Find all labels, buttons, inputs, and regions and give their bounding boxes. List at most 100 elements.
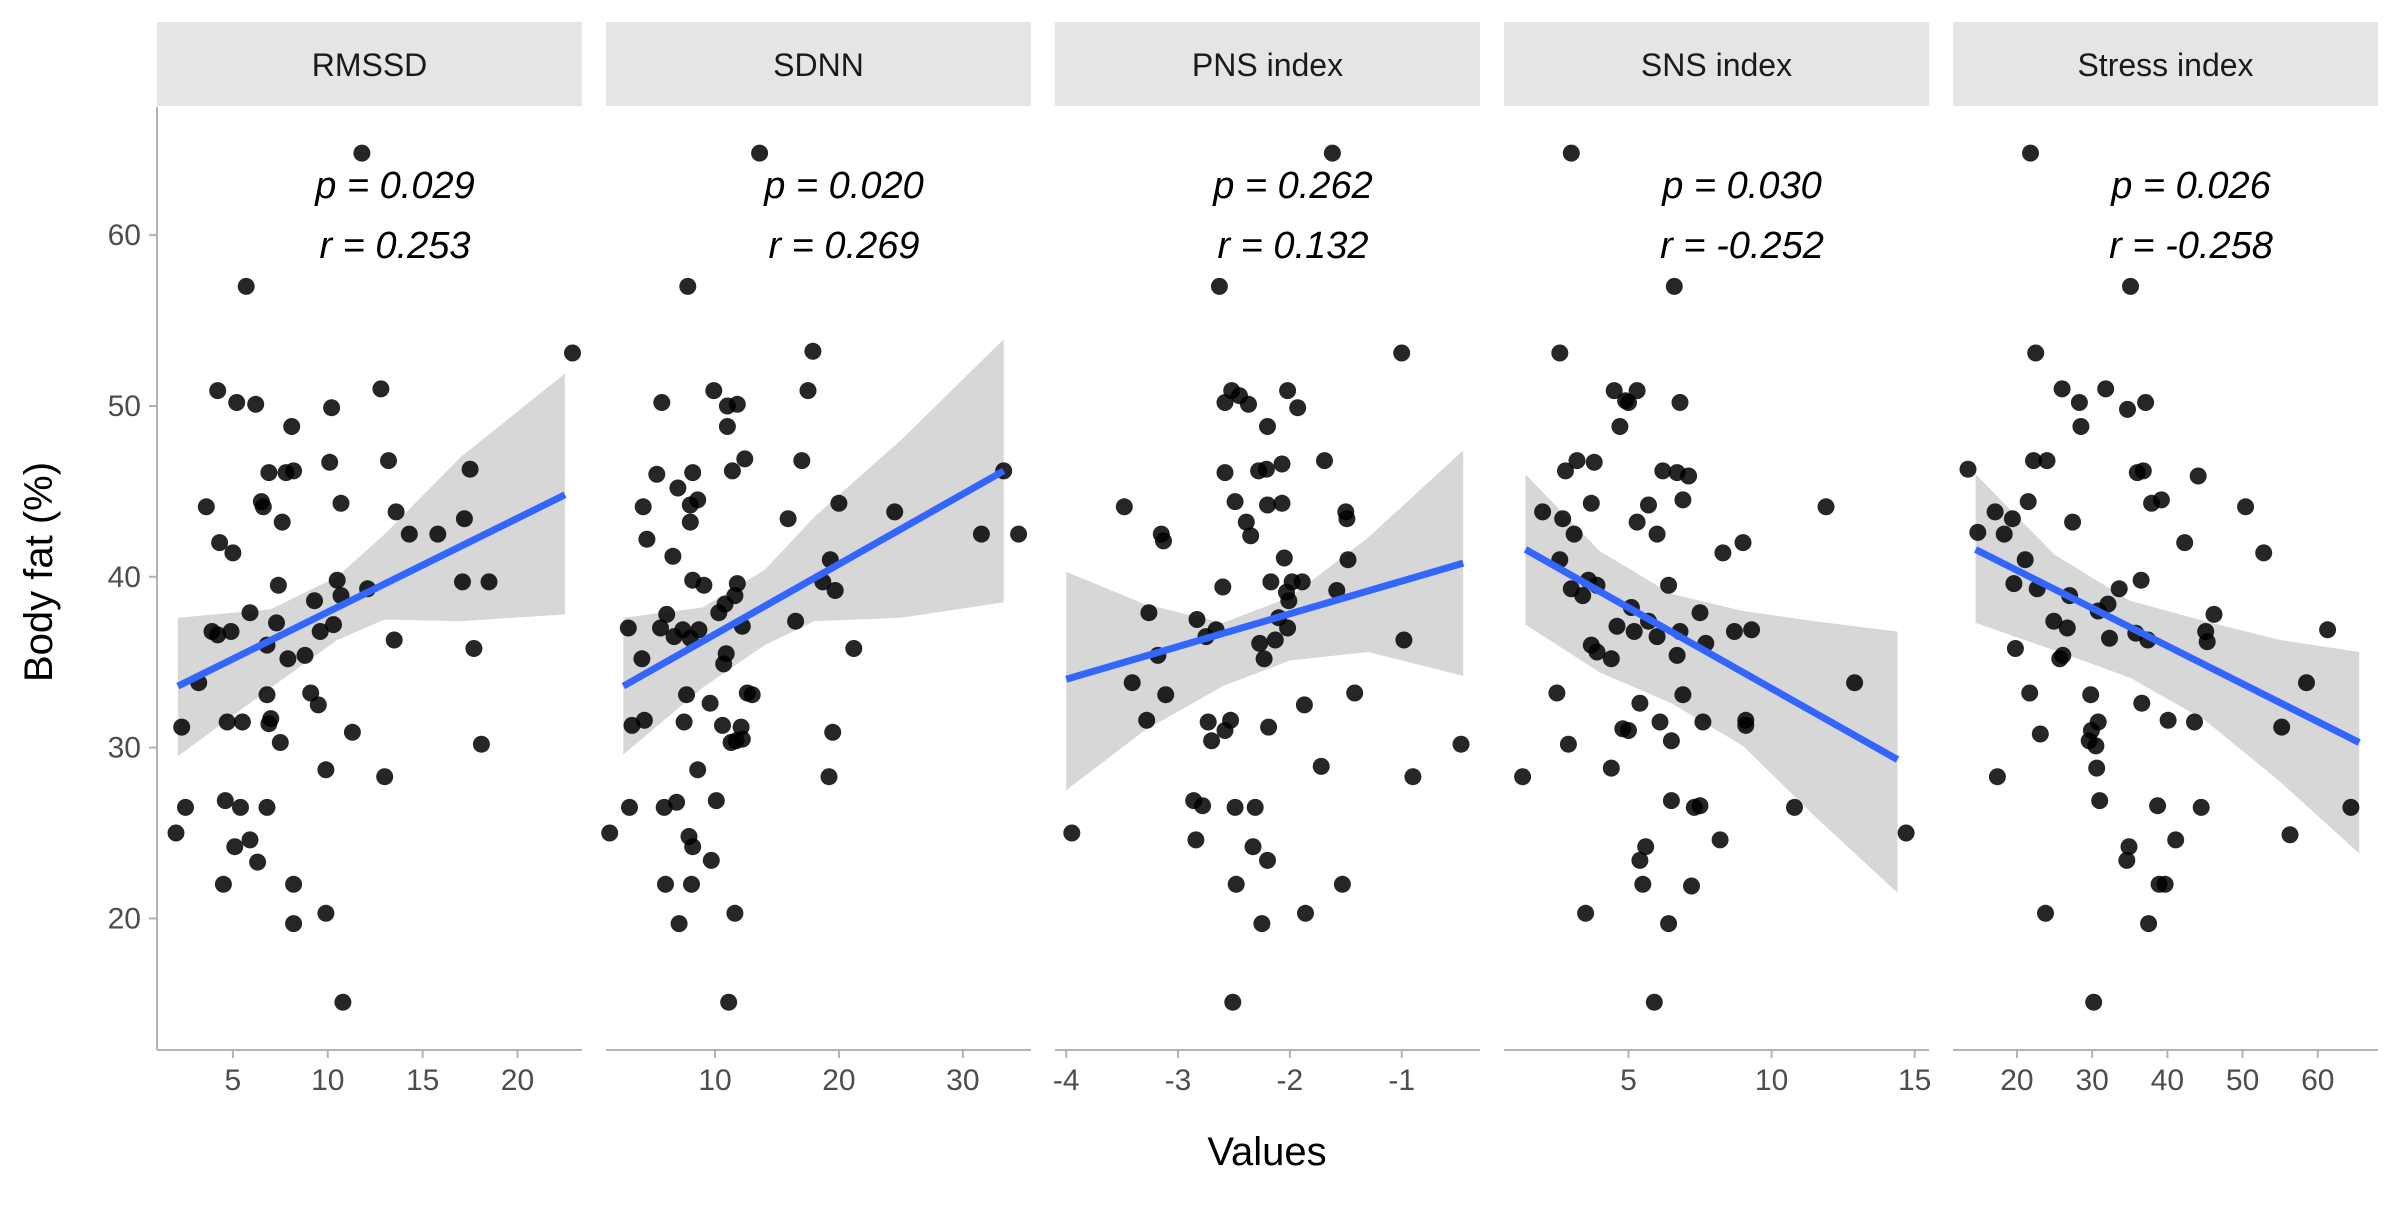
data-point: [285, 462, 303, 480]
data-point: [197, 498, 215, 516]
data-point: [787, 612, 805, 630]
data-point: [675, 713, 693, 731]
data-point: [1995, 525, 2013, 543]
data-point: [2072, 418, 2090, 435]
data-point: [1628, 382, 1646, 400]
data-point: [1224, 993, 1242, 1011]
data-point: [670, 915, 688, 933]
data-point: [684, 838, 702, 856]
data-point: [2070, 394, 2088, 411]
facet-title: SDNN: [773, 47, 864, 83]
data-point: [1568, 452, 1586, 470]
r-value-annotation: r = -0.258: [2109, 225, 2273, 267]
confidence-ribbon: [1525, 474, 1898, 893]
data-point: [1714, 544, 1732, 562]
data-point: [241, 604, 259, 622]
confidence-ribbon: [1975, 474, 2360, 854]
data-point: [1988, 768, 2006, 786]
data-point: [1297, 904, 1314, 922]
data-point: [1259, 851, 1276, 869]
data-point: [886, 503, 904, 521]
data-point: [1574, 587, 1592, 605]
data-point: [1559, 735, 1577, 753]
data-point: [1323, 144, 1341, 162]
r-value-annotation: r = 0.269: [768, 225, 919, 267]
data-point: [1216, 464, 1234, 482]
data-point: [2273, 718, 2291, 736]
data-point: [2134, 462, 2152, 480]
data-point: [1333, 875, 1351, 893]
data-point: [1620, 394, 1637, 411]
data-point: [321, 453, 339, 471]
data-point: [601, 824, 619, 842]
x-tick-label: 10: [1755, 1064, 1788, 1097]
data-point: [1138, 711, 1156, 729]
data-point: [258, 686, 276, 704]
x-tick-label: 40: [2151, 1064, 2184, 1097]
data-point: [2176, 534, 2194, 552]
data-point: [2022, 144, 2039, 162]
data-point: [1846, 674, 1864, 692]
data-point: [793, 452, 811, 470]
data-point: [247, 395, 265, 413]
data-point: [1548, 684, 1566, 702]
data-point: [652, 619, 669, 637]
data-point: [2122, 277, 2139, 295]
data-point: [1246, 798, 1264, 816]
data-point: [1611, 418, 1629, 435]
data-point: [1199, 713, 1217, 731]
data-point: [2159, 711, 2177, 729]
data-point: [779, 510, 797, 528]
data-point: [2281, 826, 2299, 844]
data-point: [376, 768, 394, 786]
data-point: [323, 399, 341, 417]
data-point: [2082, 686, 2100, 704]
data-point: [380, 452, 397, 470]
data-point: [658, 605, 676, 623]
data-point: [237, 277, 255, 295]
data-point: [564, 344, 581, 362]
data-point: [689, 491, 707, 509]
data-point: [633, 650, 651, 668]
data-point: [429, 525, 447, 543]
data-point: [334, 993, 352, 1011]
data-point: [283, 418, 301, 435]
p-value-annotation: p = 0.030: [1661, 165, 1822, 207]
data-point: [1648, 628, 1666, 646]
r-value-annotation: r = 0.253: [319, 225, 470, 267]
data-point: [1259, 418, 1276, 435]
data-point: [668, 793, 686, 811]
data-point: [635, 711, 653, 729]
data-point: [1187, 831, 1205, 849]
data-point: [2054, 646, 2072, 664]
data-point: [258, 798, 276, 816]
x-tick-label: 30: [2075, 1064, 2108, 1097]
data-point: [332, 494, 350, 512]
data-point: [1242, 527, 1260, 545]
data-point: [1645, 993, 1663, 1011]
facet-panel: RMSSD 5 10 15 20 p = 0.029 r = 0.253: [157, 22, 582, 1097]
data-point: [2019, 493, 2037, 511]
data-point: [1395, 631, 1413, 649]
data-point: [1534, 503, 1552, 521]
data-point: [325, 616, 342, 634]
data-point: [385, 631, 403, 649]
data-point: [1817, 498, 1835, 516]
data-point: [1123, 674, 1141, 692]
data-point: [1279, 619, 1297, 637]
data-point: [824, 723, 842, 741]
y-tick-label: 20: [108, 902, 141, 935]
data-point: [2140, 915, 2158, 933]
data-point: [1605, 382, 1623, 400]
data-point: [2021, 684, 2039, 702]
data-point: [1253, 915, 1271, 933]
data-point: [285, 915, 303, 933]
data-point: [472, 735, 490, 753]
data-point: [1662, 732, 1680, 750]
data-point: [461, 460, 479, 478]
data-point: [1226, 493, 1244, 511]
x-tick-label: -1: [1388, 1064, 1415, 1097]
data-point: [177, 798, 194, 816]
facet-title: PNS index: [1192, 47, 1343, 83]
data-point: [2342, 798, 2360, 816]
